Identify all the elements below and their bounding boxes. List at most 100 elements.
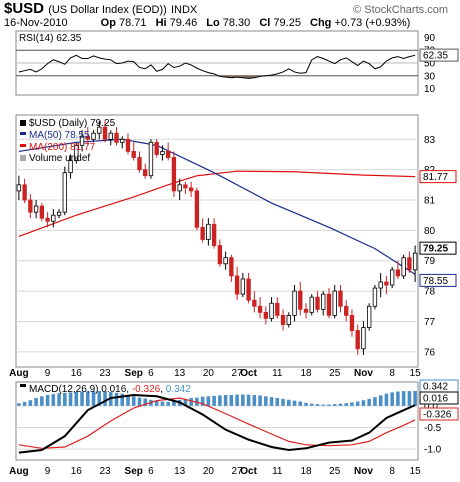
candle-body (407, 257, 412, 271)
macd-hist-bar (172, 401, 176, 406)
macd-hist-bar (373, 397, 377, 406)
candle-body (263, 311, 268, 319)
candle-body (315, 296, 320, 310)
macd-hist-bar (200, 396, 205, 406)
candle-body (361, 327, 366, 350)
macd-hist-bar (396, 391, 400, 406)
macd-grid (16, 405, 418, 450)
macd-hist-bar (189, 398, 193, 406)
macd-tick-label: 0.0 (424, 401, 438, 412)
candle-body (303, 308, 309, 313)
macd-hist-bar (154, 400, 159, 406)
macd-hist-bar (309, 403, 314, 406)
candle-body (200, 226, 205, 240)
macd-hist-bar (413, 391, 417, 406)
candle-body (183, 184, 188, 189)
price-tick-label: 79 (424, 256, 436, 267)
candle-body (33, 205, 39, 213)
candle-body (194, 190, 200, 228)
macd-hist-bar (137, 397, 142, 406)
legend-swatch-ma200 (20, 144, 26, 147)
macd-value-box (419, 391, 459, 405)
macd-hist-bar (338, 403, 343, 406)
candle-body (275, 302, 280, 316)
rsi-line (18, 54, 416, 79)
x-tick-label: 9 (45, 368, 51, 379)
macd-hist-bar (304, 402, 308, 406)
low-value: 78.30 (222, 17, 251, 29)
macd-hist-bar (350, 402, 354, 406)
macd-hist-bar (45, 395, 50, 406)
macd-signal-line (18, 397, 416, 449)
macd-hist-bar (344, 403, 348, 406)
rsi-legend: RSI(14) 62.35 (19, 33, 82, 44)
macd-hist-bar (86, 391, 90, 406)
macd-hist-bar (327, 404, 331, 406)
legend-swatch-price (20, 120, 26, 126)
macd-hist-bar (80, 391, 84, 406)
macd-hist-bar (126, 395, 130, 406)
ma200-value-label: 81.77 (423, 172, 448, 183)
moving-averages (18, 138, 416, 275)
legend-ma50: MA(50) 78.55 (29, 130, 90, 141)
macd-hist-bar (120, 393, 125, 406)
macd-hist-bar (229, 395, 234, 406)
legend-macd-signal: -0.326 (132, 384, 161, 395)
macd-hist-bar (223, 395, 228, 406)
rsi-tick-label: 10 (424, 84, 436, 95)
x-tick-label: 23 (99, 368, 111, 379)
x-tick-label: Aug (9, 466, 28, 477)
candle-body (143, 169, 148, 177)
candle-body (91, 132, 96, 140)
candle-body (56, 211, 62, 216)
price-tick-label: 77 (424, 317, 436, 328)
macd-value-label: -0.326 (423, 410, 452, 421)
x-tick-label: Nov (354, 368, 373, 379)
macd-hist-bar (183, 398, 188, 406)
price-tick-label: 78 (424, 287, 436, 298)
candle-body (22, 184, 27, 201)
candle-body (355, 330, 360, 350)
macd-hist-bar (68, 392, 73, 406)
macd-hist-bar (57, 393, 61, 406)
ma50-value-label: 78.55 (423, 276, 448, 287)
legend-swatch-macd (20, 384, 26, 387)
candle-body (229, 257, 234, 277)
candle-body (372, 287, 378, 307)
macd-hist-bar (17, 403, 21, 406)
rsi-tick-label: 50 (424, 59, 436, 70)
change-value: +0.73 (+0.93%) (334, 17, 411, 29)
rsi-series-line (18, 54, 416, 79)
macd-hist-bar (218, 395, 222, 406)
macd-hist-bar (269, 397, 274, 406)
macd-hist-bar (298, 401, 303, 406)
x-tick-label: 27 (232, 368, 244, 379)
x-tick-label: 25 (329, 466, 341, 477)
candle-body (332, 290, 337, 316)
macd-main-line (18, 393, 416, 454)
macd-hist-bar (390, 392, 394, 406)
candle-body (252, 299, 257, 307)
macd-hist-bar (292, 400, 297, 406)
macd-hist-bar (321, 404, 326, 406)
candle-body (223, 257, 228, 265)
low-label: Lo (206, 17, 220, 29)
candle-body (367, 305, 372, 328)
macd-hist-bar (143, 398, 147, 406)
candle-body (384, 281, 389, 286)
macd-hist-bar (401, 391, 406, 406)
x-tick-label: 11 (272, 466, 283, 477)
x-tick-label: Sep (125, 368, 143, 379)
open-value: 78.71 (119, 17, 147, 29)
x-tick-label: 18 (300, 466, 312, 477)
macd-value-label: 0.342 (423, 382, 448, 393)
price-grid (16, 138, 418, 353)
rsi-tick-label: 90 (424, 33, 436, 44)
macd-hist-bar (241, 394, 245, 406)
candle-body (102, 126, 108, 140)
candle-body (240, 278, 246, 295)
candle-body (188, 187, 194, 192)
